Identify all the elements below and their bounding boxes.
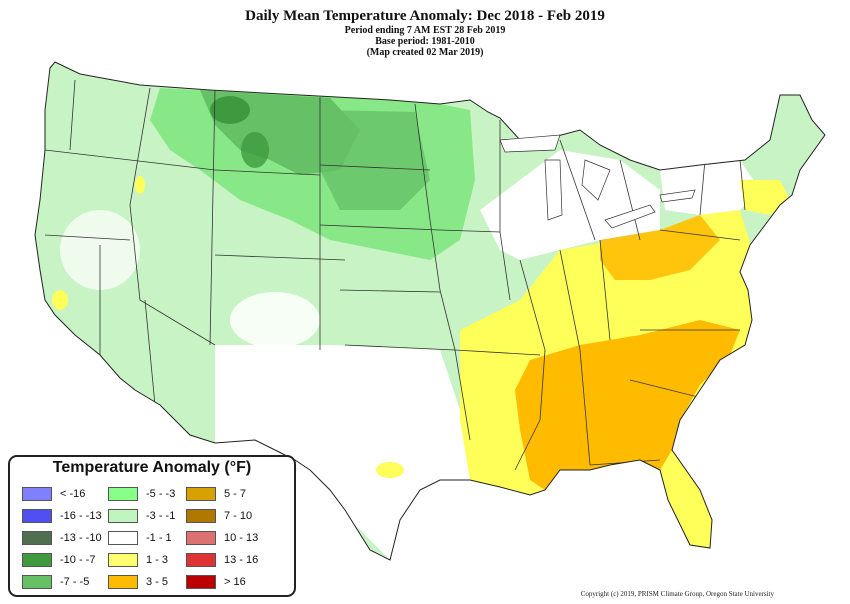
great-lakes bbox=[499, 134, 696, 229]
lake-ontario bbox=[659, 189, 696, 203]
warm-spot-idaho bbox=[135, 176, 145, 194]
legend-label: 5 - 7 bbox=[224, 488, 247, 500]
legend-swatch bbox=[108, 553, 138, 567]
very-cold-anomaly-montana-east bbox=[241, 132, 269, 168]
legend-swatch bbox=[108, 487, 138, 501]
legend-swatch bbox=[108, 575, 138, 589]
legend-label: -3 - -1 bbox=[146, 510, 176, 522]
subtitle-line-3: (Map created 02 Mar 2019) bbox=[366, 47, 484, 58]
legend-swatch bbox=[186, 509, 216, 523]
very-warm-anomaly-southeast bbox=[515, 320, 740, 490]
legend-label: > 16 bbox=[224, 576, 246, 588]
legend-swatch bbox=[186, 531, 216, 545]
map-title: Daily Mean Temperature Anomaly: Dec 2018… bbox=[245, 8, 605, 24]
legend-swatch bbox=[108, 531, 138, 545]
legend-label: 1 - 3 bbox=[146, 554, 169, 566]
lake-michigan bbox=[544, 159, 563, 221]
lake-huron bbox=[581, 159, 611, 201]
legend-title: Temperature Anomaly (°F) bbox=[52, 459, 252, 476]
legend-swatch bbox=[22, 553, 52, 567]
legend: Temperature Anomaly (°F) < -16 -16 - -13… bbox=[8, 455, 296, 597]
legend-swatch bbox=[108, 509, 138, 523]
subtitle-line-2: Base period: 1981-2010 bbox=[375, 36, 475, 47]
legend-swatch bbox=[186, 575, 216, 589]
near-normal-region-northeast bbox=[660, 160, 760, 215]
state-boundaries bbox=[44, 79, 746, 471]
near-normal-region-south bbox=[215, 345, 470, 560]
subtitle-line-1: Period ending 7 AM EST 28 Feb 2019 bbox=[344, 25, 506, 36]
legend-label: -5 - -3 bbox=[146, 488, 176, 500]
warm-anomaly-new-england bbox=[740, 180, 790, 215]
anomaly-fields bbox=[52, 88, 790, 560]
lake-superior bbox=[499, 134, 561, 153]
legend-swatch bbox=[186, 553, 216, 567]
legend-swatch bbox=[186, 487, 216, 501]
legend-label: -7 - -5 bbox=[60, 576, 90, 588]
conus-outline bbox=[34, 61, 826, 561]
legend-swatch bbox=[22, 487, 52, 501]
legend-label: -16 - -13 bbox=[60, 510, 102, 522]
legend-label: 7 - 10 bbox=[224, 510, 253, 522]
legend-label: 3 - 5 bbox=[146, 576, 169, 588]
colder-anomaly-dakotas bbox=[320, 110, 430, 210]
legend-label: -10 - -7 bbox=[60, 554, 96, 566]
warm-spot-texas bbox=[376, 462, 404, 478]
near-normal-region-midwest bbox=[480, 150, 660, 260]
very-cold-anomaly-montana bbox=[210, 96, 250, 124]
lake-erie bbox=[604, 204, 656, 229]
copyright-text: Copyright (c) 2019, PRISM Climate Group,… bbox=[580, 590, 774, 598]
legend-swatch bbox=[22, 509, 52, 523]
legend-label: 10 - 13 bbox=[224, 532, 259, 544]
near-normal-region-southwest bbox=[230, 292, 320, 348]
legend-swatch bbox=[22, 575, 52, 589]
legend-label: < -16 bbox=[60, 488, 86, 500]
legend-label: -13 - -10 bbox=[60, 532, 102, 544]
warm-spot-california bbox=[52, 290, 68, 310]
very-warm-anomaly-appalachia bbox=[600, 215, 720, 280]
title-block: Daily Mean Temperature Anomaly: Dec 2018… bbox=[0, 8, 850, 58]
legend-swatch bbox=[22, 531, 52, 545]
legend-label: -1 - 1 bbox=[146, 532, 172, 544]
legend-label: 13 - 16 bbox=[224, 554, 259, 566]
